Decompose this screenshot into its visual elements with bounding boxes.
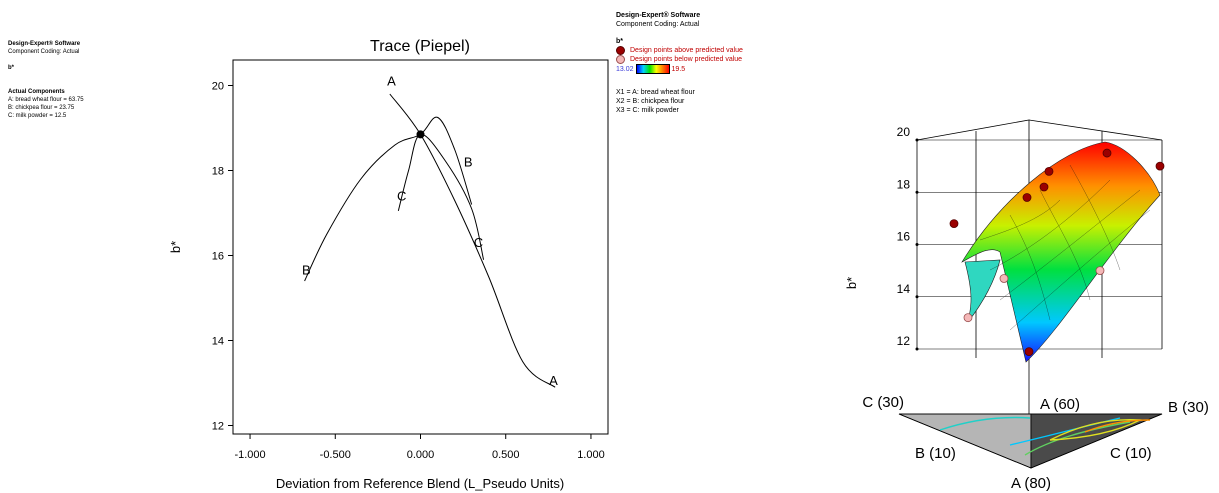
design-point-below [1095,266,1105,276]
component-c: C: milk powder = 12.5 [8,113,67,119]
vertex-label-a60: A (60) [1040,396,1080,413]
surface-ylabel: b* [844,277,859,289]
z-ticks: 12 14 16 18 20 [897,125,919,351]
below-marker-icon [616,55,625,64]
base-outline [898,413,1163,469]
vertex-label-b10: B (10) [915,445,956,462]
vertex-label-a80: A (80) [1011,475,1051,492]
design-point-above [1022,193,1032,202]
right-coding: Component Coding: Actual [616,21,700,28]
trace-curve-label: A [549,373,558,388]
y-tick-label: 14 [212,336,224,348]
contour-line [1084,419,1151,433]
z-tick-label: 16 [897,230,911,244]
left-response: b* [8,65,14,71]
vertex-label-c10: C (10) [1110,445,1152,462]
design-point-above [1024,347,1034,357]
contour-line [939,416,1031,431]
factor-x1: X1 = A: bread wheat flour [616,89,695,96]
back-wall-top-right [1028,119,1163,141]
z-tick-mark [915,295,919,299]
y-tick-label: 18 [212,166,224,178]
trace-curve-label: B [302,263,311,278]
surface-left-lobe [964,259,1001,323]
x-tick-label: -1.000 [234,449,265,461]
x-tick-label: 1.000 [577,449,605,461]
mesh-line [1069,164,1121,271]
legend-below-label: Design points below predicted value [630,56,743,63]
z-tick-mark [915,190,919,194]
above-marker-icon [616,46,625,55]
mesh-line [1009,214,1051,321]
y-tick-label: 20 [212,81,224,93]
factor-x2: X2 = B: chickpea flour [616,98,685,105]
design-point-below [999,274,1009,283]
mesh-line [999,189,1141,301]
colorbar-min: 13.02 [616,65,634,73]
trace-curve-label: A [387,74,396,89]
z-tick-mark [915,243,919,246]
z-tick-label: 12 [897,334,911,348]
right-info-panel: Design-Expert® Software Component Coding… [616,11,743,115]
colorbar: 13.02 19.5 [616,64,743,74]
trace-curve-c [397,133,485,260]
colorbar-gradient [635,64,670,74]
trace-curve-label: B [464,154,473,169]
trace-curve-b [304,116,473,282]
vertex-label-c30: C (30) [862,394,904,411]
right-software-title: Design-Expert® Software [616,12,701,19]
mesh-line [979,199,1061,241]
response-surface [961,141,1161,363]
z-tick-mark [915,347,919,351]
base-contours [939,416,1151,456]
x-tick-label: -0.500 [320,449,351,461]
z-tick-label: 14 [897,282,911,296]
vertex-label-b30: B (30) [1168,399,1209,416]
trace-ylabel: b* [168,241,183,253]
trace-curve-label: C [474,235,483,250]
surface-mesh [979,164,1151,331]
z-tick-label: 20 [897,125,911,139]
design-point-above [1044,166,1054,176]
trace-ticks: -1.000 -0.500 0.000 0.500 1.000 12 14 16 18 20 [212,81,605,462]
design-point-below [963,313,973,323]
component-a: A: bread wheat flour = 63.75 [8,97,84,103]
legend-below: Design points below predicted value [616,55,743,64]
x-tick-label: 0.000 [407,449,435,461]
design-points [949,148,1165,357]
trace-curves: A A B B C C [302,74,558,389]
left-coding: Component Coding: Actual [8,49,80,55]
left-software-title: Design-Expert® Software [8,41,81,47]
left-info-panel: Design-Expert® Software Component Coding… [8,40,84,120]
right-response: b* [616,38,623,45]
trace-curve-label: C [397,188,406,203]
mesh-line [1039,189,1091,301]
mesh-line [1009,209,1151,331]
z-tick-mark [915,138,919,142]
component-b: B: chickpea flour = 23.75 [8,105,75,111]
colorbar-max: 19.5 [671,65,686,73]
design-point-above [1155,161,1165,171]
y-tick-label: 12 [212,421,224,433]
z-tick-label: 18 [897,177,911,191]
mesh-line [989,179,1111,271]
design-point-above [1102,148,1112,158]
legend-above: Design points above predicted value [616,46,743,55]
y-tick-label: 16 [212,251,224,263]
contour-line [1024,421,1131,456]
factor-x3: X3 = C: milk powder [616,107,679,114]
design-point-above [949,219,959,229]
trace-title: Trace (Piepel) [370,38,470,55]
reference-blend-point [416,130,425,139]
actual-components-heading: Actual Components [8,89,65,95]
legend-above-label: Design points above predicted value [630,47,743,54]
design-point-above [1039,182,1049,192]
x-tick-label: 0.500 [492,449,520,461]
trace-xlabel: Deviation from Reference Blend (L_Pseudo… [276,476,564,491]
